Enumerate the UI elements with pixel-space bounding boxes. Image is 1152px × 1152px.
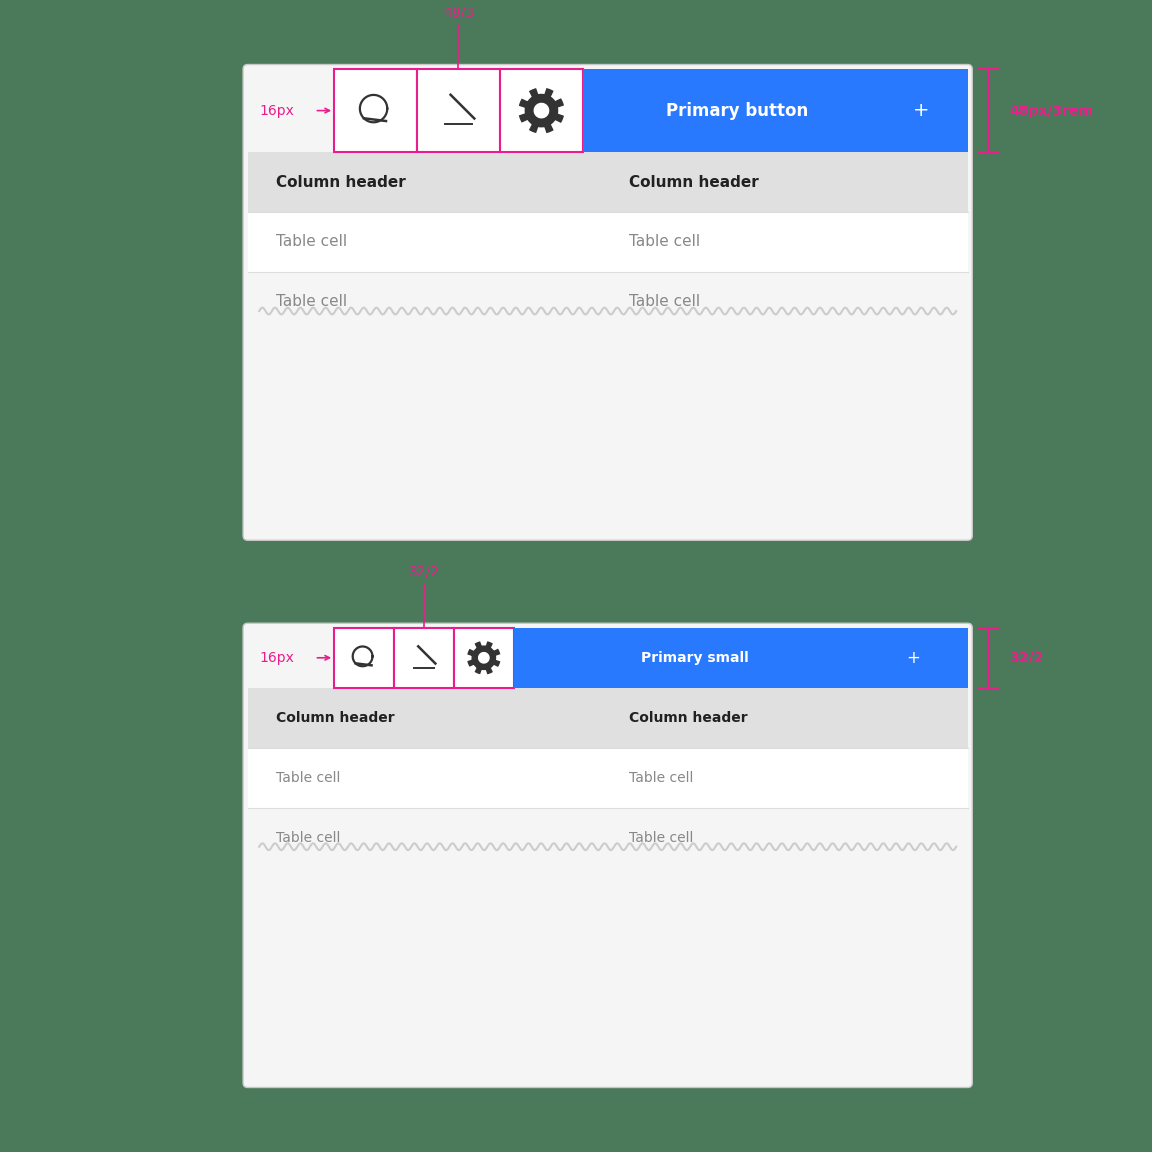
Bar <box>248 628 968 688</box>
Bar <box>334 628 394 688</box>
Polygon shape <box>479 653 488 662</box>
Text: 48px/3rem: 48px/3rem <box>1009 104 1093 118</box>
FancyBboxPatch shape <box>243 623 972 1087</box>
Bar <box>248 808 968 867</box>
Text: +: + <box>907 649 920 667</box>
Text: Table cell: Table cell <box>629 234 700 250</box>
Bar <box>583 69 968 152</box>
Text: Table cell: Table cell <box>276 771 341 785</box>
Bar <box>500 69 583 152</box>
Bar <box>248 152 968 212</box>
Bar <box>248 272 968 332</box>
Bar <box>248 212 968 272</box>
Text: 48/3: 48/3 <box>444 6 473 20</box>
Polygon shape <box>468 642 500 674</box>
Bar <box>334 69 417 152</box>
Text: Column header: Column header <box>629 174 759 190</box>
Bar <box>514 628 968 688</box>
Text: Column header: Column header <box>276 711 395 725</box>
Text: 16px: 16px <box>259 104 294 118</box>
Bar <box>248 688 968 748</box>
Bar <box>417 69 500 152</box>
Text: Primary small: Primary small <box>642 651 749 665</box>
Text: Table cell: Table cell <box>629 831 694 844</box>
Polygon shape <box>520 89 563 132</box>
Text: Table cell: Table cell <box>629 771 694 785</box>
Bar <box>394 628 454 688</box>
Text: 32/2: 32/2 <box>409 564 439 578</box>
Text: 16px: 16px <box>259 651 294 665</box>
Text: +: + <box>914 101 930 120</box>
Text: 32/2: 32/2 <box>1009 651 1044 665</box>
Bar <box>454 628 514 688</box>
Text: Table cell: Table cell <box>276 234 348 250</box>
Text: Column header: Column header <box>629 711 748 725</box>
FancyBboxPatch shape <box>243 65 972 540</box>
Bar <box>248 69 968 152</box>
Text: Table cell: Table cell <box>276 294 348 310</box>
Text: Table cell: Table cell <box>629 294 700 310</box>
Text: Column header: Column header <box>276 174 407 190</box>
Bar <box>248 748 968 808</box>
Polygon shape <box>535 104 548 118</box>
Text: Table cell: Table cell <box>276 831 341 844</box>
Text: Primary button: Primary button <box>666 101 808 120</box>
